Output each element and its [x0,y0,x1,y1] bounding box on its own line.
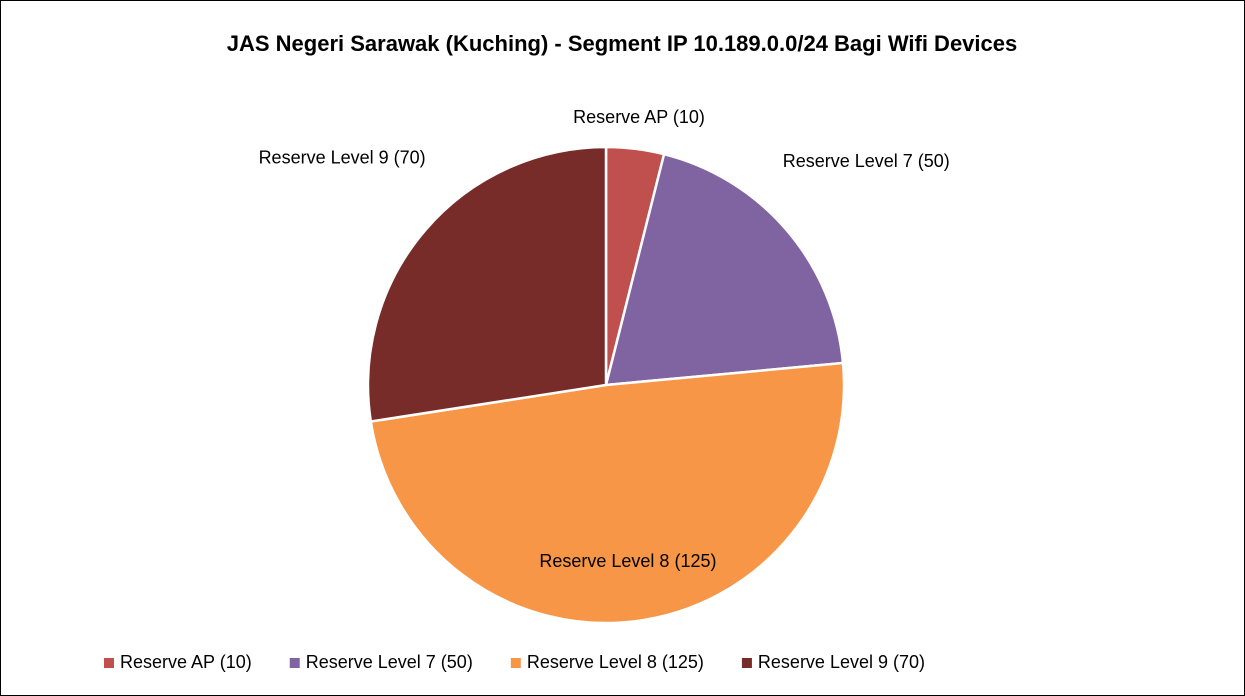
pie-slice [604,152,845,387]
chart-title: JAS Negeri Sarawak (Kuching) - Segment I… [226,31,1018,56]
legend-swatch [104,658,114,668]
legend-label: Reserve Level 8 (125) [527,652,704,672]
legend-swatch [289,658,300,668]
data-label: Reserve Level 9 (70) [259,148,426,168]
data-label: Reserve Level 7 (50) [783,151,950,171]
legend-swatch [741,658,752,668]
pie-slice [366,145,608,423]
legend-label: Reserve AP (10) [120,652,252,672]
data-label: Reserve Level 8 (125) [539,551,716,571]
legend-label: Reserve Level 9 (70) [758,652,925,672]
data-label: Reserve AP (10) [573,107,705,127]
legend-swatch [510,658,521,668]
legend-label: Reserve Level 7 (50) [306,652,473,672]
pie-slice [369,361,846,625]
